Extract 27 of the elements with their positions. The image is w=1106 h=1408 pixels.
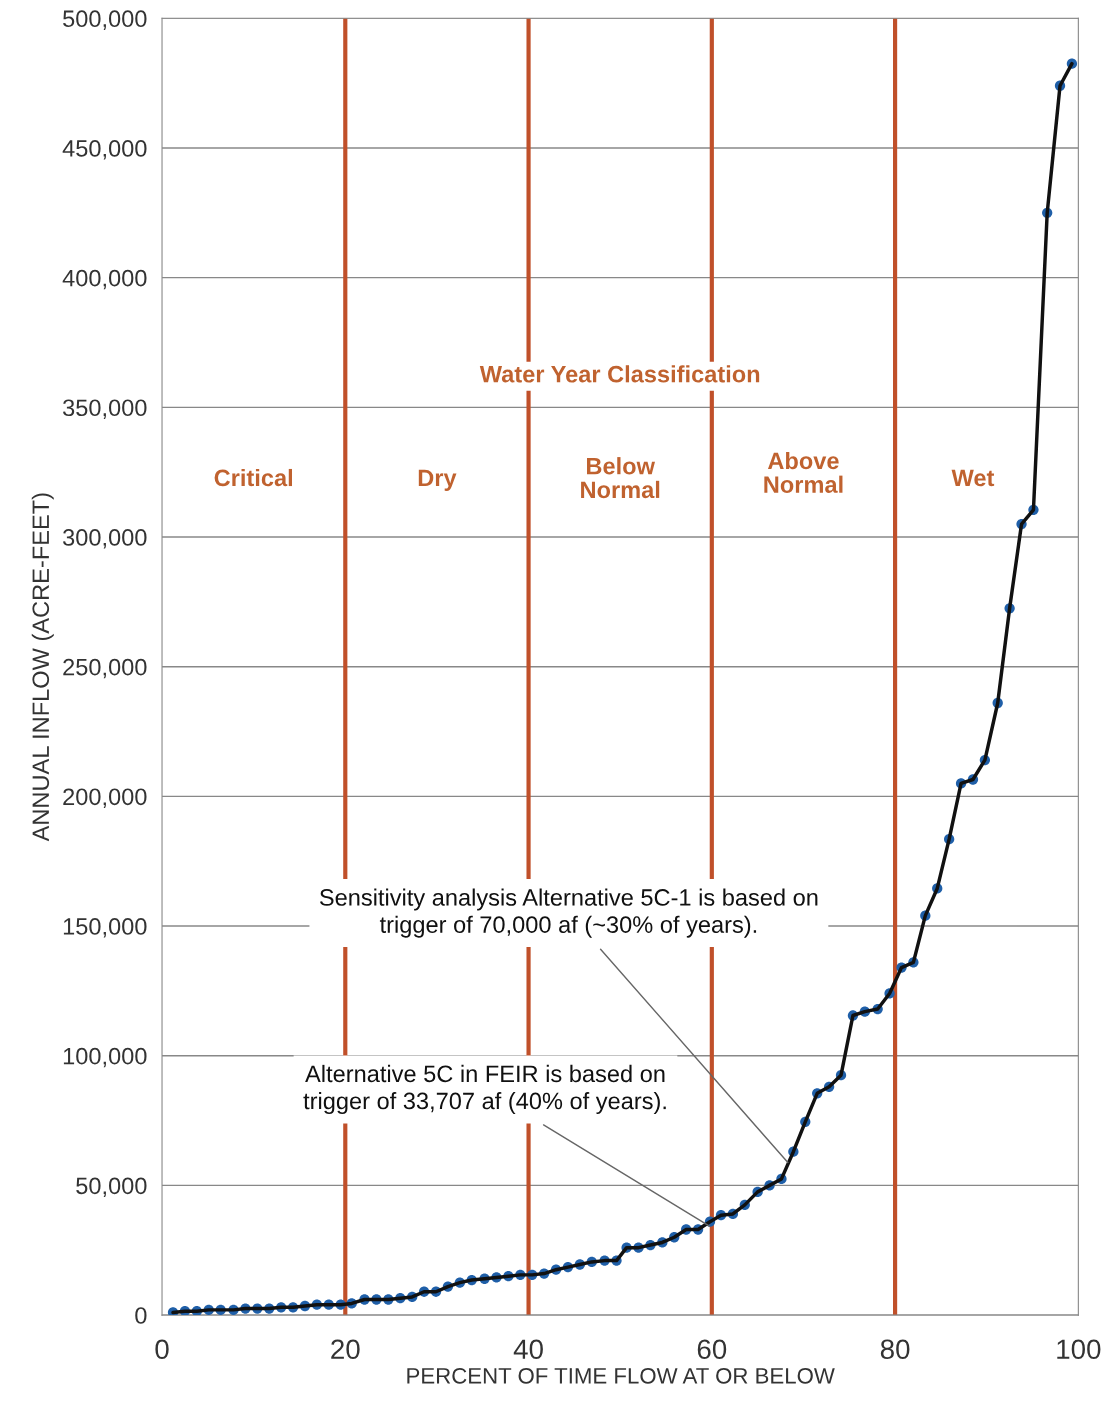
- x-tick-label: 0: [155, 1339, 169, 1360]
- y-tick-label: 50,000: [76, 1177, 147, 1197]
- x-tick-label: 100: [1057, 1339, 1101, 1360]
- annotation: Wet: [951, 469, 995, 487]
- y-tick-label: 400,000: [62, 269, 147, 290]
- x-axis-title: PERCENT OF TIME FLOW AT OR BELOW: [407, 1367, 835, 1384]
- y-tick-label: 300,000: [63, 529, 147, 549]
- y-tick-label: 150,000: [63, 918, 147, 938]
- annotation: Above Normal: [764, 451, 843, 493]
- y-tick-label: 450,000: [62, 140, 147, 160]
- x-tick-label: 20: [331, 1339, 360, 1360]
- y-tick-label: 350,000: [63, 399, 147, 419]
- annotation: Sensitivity analysis Alternative 5C-1 is based on trigger of 70,000 af (~30% of years).: [319, 888, 818, 938]
- y-tick-label: 0: [135, 1307, 147, 1324]
- annotation: Below Normal: [581, 457, 660, 499]
- annotation: Critical: [214, 468, 293, 487]
- y-axis-title: ANNUAL INFLOW (ACRE-FEET): [31, 493, 54, 842]
- x-tick-label: 80: [880, 1339, 910, 1360]
- annotation: Alternative 5C in FEIR is based on trigger of 33,707 af (40% of years).: [303, 1064, 666, 1115]
- x-tick-label: 60: [697, 1339, 727, 1360]
- annotation: Water Year Classification: [479, 365, 760, 383]
- y-tick-label: 250,000: [63, 658, 147, 679]
- y-tick-label: 500,000: [63, 10, 147, 30]
- x-tick-label: 40: [513, 1339, 543, 1360]
- y-tick-label: 100,000: [63, 1047, 147, 1068]
- y-tick-label: 200,000: [63, 788, 147, 808]
- annotation: Dry: [418, 469, 457, 491]
